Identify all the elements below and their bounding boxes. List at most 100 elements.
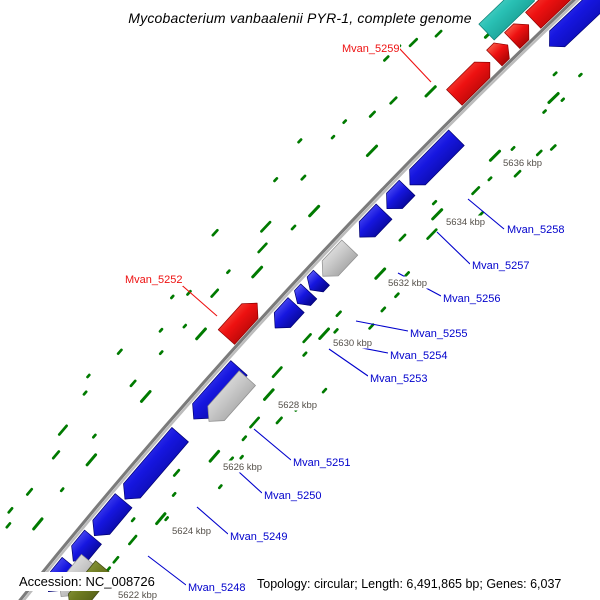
gc-dot [226, 269, 231, 275]
kbp-major-dash-outer [308, 204, 321, 218]
leader-line-mvan_5259 [398, 47, 432, 83]
gene-arrow-blue[interactable] [549, 0, 600, 48]
gc-dot [330, 134, 336, 140]
gene-label-mvan_5259[interactable]: Mvan_5259 [342, 43, 400, 55]
gene-arrow-mvan_5248[interactable] [92, 493, 133, 536]
gene-label-mvan_5257[interactable]: Mvan_5257 [472, 260, 530, 272]
gc-dot [271, 366, 283, 379]
gc-dot [368, 110, 376, 118]
tick-label-bg [386, 276, 429, 289]
gc-dot [257, 242, 268, 254]
gc-dot [552, 71, 558, 77]
leader-line-mvan_5253 [328, 348, 369, 377]
leader-line-mvan_5257 [436, 231, 471, 265]
gene-label-mvan_5250[interactable]: Mvan_5250 [264, 490, 322, 502]
gc-dot [260, 220, 272, 233]
gene-arrow-cyan[interactable] [478, 0, 535, 41]
gene-arrow-blue[interactable] [71, 529, 102, 562]
tick-label-bg [221, 460, 264, 473]
gene-label-mvan_5249[interactable]: Mvan_5249 [230, 531, 288, 543]
gc-dot [426, 228, 438, 240]
gene-arrow-mvan_5252[interactable] [217, 302, 259, 345]
gene-arrow-mvan_5257[interactable] [386, 179, 416, 210]
gene-label-bg [368, 372, 428, 385]
gene-label-bg [123, 273, 183, 286]
gc-dot [170, 294, 175, 300]
gc-dot [510, 145, 516, 151]
topology-status-text: Topology: circular; Length: 6,491,865 bp… [253, 575, 566, 593]
leader-line-mvan_5255 [355, 320, 409, 332]
gene-label-mvan_5252[interactable]: Mvan_5252 [125, 274, 183, 286]
gene-label-bg [228, 530, 288, 543]
kbp-major-dash-inner [263, 388, 275, 401]
gene-label-bg [291, 456, 351, 469]
gene-arrows-layer [46, 0, 600, 600]
gene-arrow-red[interactable] [486, 42, 510, 67]
gc-dot [394, 292, 400, 299]
tick-label-5622kbp: 5622 kbp [118, 590, 157, 600]
tick-label-5630kbp: 5630 kbp [333, 338, 372, 349]
gc-dot [7, 507, 14, 514]
gene-labels-layer: Mvan_5259 Mvan_5252 Mvan_5258 Mvan_5257 Mvan… [123, 42, 565, 594]
gene-label-mvan_5258[interactable]: Mvan_5258 [507, 224, 565, 236]
gene-label-bg [505, 223, 565, 236]
gene-arrow-mvan_5259[interactable] [446, 61, 491, 106]
gc-dot [172, 468, 181, 477]
gene-arrow-mvan_5258[interactable] [409, 129, 465, 186]
gene-arrow-red[interactable] [525, 0, 576, 29]
tick-label-bg [116, 588, 159, 600]
gc-dot [297, 138, 303, 144]
gc-dot [342, 119, 348, 125]
gene-label-mvan_5254[interactable]: Mvan_5254 [390, 350, 448, 362]
gene-arrow-mvan_5255[interactable] [306, 269, 330, 293]
gc-dot [335, 310, 342, 318]
gc-dot [158, 327, 164, 333]
gene-arrow-mvan_5251[interactable] [207, 370, 256, 422]
gc-dot [368, 323, 375, 330]
kbp-major-dash-outer [251, 265, 264, 279]
gene-arrow-mvan_5254[interactable] [294, 283, 318, 306]
gc-dot [273, 177, 279, 183]
kbp-major-dash-inner [208, 449, 221, 463]
gene-label-mvan_5255[interactable]: Mvan_5255 [410, 328, 468, 340]
gc-dot [239, 454, 244, 460]
tick-label-bg [170, 524, 213, 537]
gc-dot [210, 288, 220, 298]
gene-label-mvan_5256[interactable]: Mvan_5256 [443, 293, 501, 305]
kbp-major-dash-inner [547, 92, 560, 104]
gc-dot [164, 516, 169, 522]
gc-dot [116, 348, 123, 355]
gene-label-mvan_5248[interactable]: Mvan_5248 [188, 582, 246, 594]
gc-dot [241, 435, 248, 442]
gene-label-mvan_5253[interactable]: Mvan_5253 [370, 373, 428, 385]
tick-label-5632kbp: 5632 kbp [388, 278, 427, 289]
gene-label-bg [262, 489, 322, 502]
gene-arrow-mvan_5256[interactable] [358, 203, 393, 238]
gc-dot [302, 351, 308, 357]
gc-dot [112, 555, 120, 564]
gc-dot [398, 233, 407, 242]
gene-arrow-gray[interactable] [321, 239, 359, 277]
kbp-major-dash-outer [32, 517, 44, 531]
kbp-major-dash-outer [365, 144, 379, 157]
gc-dot [82, 390, 88, 396]
gc-dot [408, 37, 419, 48]
tick-label-bg [444, 215, 487, 228]
gc-dot [380, 306, 387, 313]
gene-label-mvan_5251[interactable]: Mvan_5251 [293, 457, 351, 469]
kbp-major-dash-outer [424, 85, 437, 98]
gene-label-bg [186, 581, 246, 594]
gene-label-bg [340, 42, 400, 55]
gc-dot [578, 72, 583, 78]
gc-dot [300, 174, 307, 181]
gene-arrow-red[interactable] [504, 23, 530, 49]
tick-label-bg [501, 156, 544, 169]
tick-label-5624kbp: 5624 kbp [172, 526, 211, 537]
gene-label-bg [388, 349, 448, 362]
kbp-major-dash-inner [431, 208, 444, 221]
gene-label-bg [408, 327, 468, 340]
kbp-major-dash-outer [85, 453, 98, 467]
gene-arrow-mvan_5253[interactable] [273, 297, 305, 329]
gene-arrow-mvan_5249[interactable] [123, 427, 189, 500]
